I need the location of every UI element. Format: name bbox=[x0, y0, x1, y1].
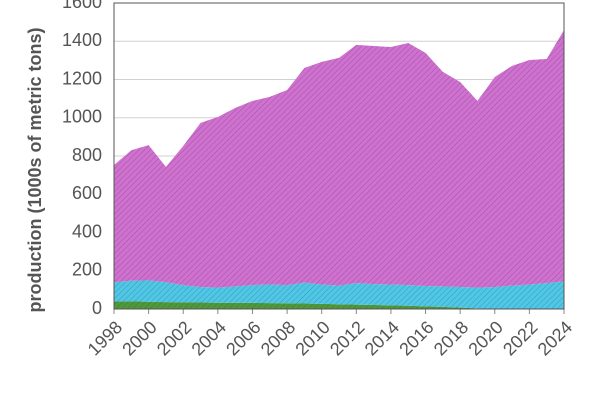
y-tick-label: 1400 bbox=[62, 30, 102, 50]
area bbox=[114, 29, 564, 288]
x-tick-label: 2024 bbox=[534, 317, 576, 359]
x-tick-label: 2016 bbox=[395, 317, 437, 359]
x-tick-label: 1998 bbox=[84, 317, 126, 359]
y-tick-label: 1200 bbox=[62, 68, 102, 88]
x-tick-label: 2000 bbox=[118, 317, 160, 359]
x-tick-label: 2022 bbox=[499, 317, 541, 359]
x-tick-label: 2020 bbox=[464, 317, 506, 359]
x-tick-label: 2004 bbox=[188, 317, 230, 359]
area bbox=[114, 301, 564, 309]
x-tick-label: 2018 bbox=[430, 317, 472, 359]
x-tick-label: 2002 bbox=[153, 317, 195, 359]
y-tick-label: 800 bbox=[72, 145, 102, 165]
plot-frame bbox=[113, 2, 565, 310]
x-tick-label: 2008 bbox=[257, 317, 299, 359]
x-tick-label: 2012 bbox=[326, 317, 368, 359]
y-tick-label: 1600 bbox=[62, 0, 102, 12]
x-tick-label: 2014 bbox=[361, 317, 403, 359]
x-tick-label: 2010 bbox=[291, 317, 333, 359]
y-tick-label: 1000 bbox=[62, 107, 102, 127]
y-tick-label: 400 bbox=[72, 221, 102, 241]
area bbox=[114, 280, 564, 309]
x-tick-label: 2006 bbox=[222, 317, 264, 359]
y-tick-label: 0 bbox=[92, 298, 102, 318]
y-tick-label: 200 bbox=[72, 260, 102, 280]
y-axis-title: production (1000s of metric tons) bbox=[25, 27, 45, 312]
y-tick-label: 600 bbox=[72, 183, 102, 203]
